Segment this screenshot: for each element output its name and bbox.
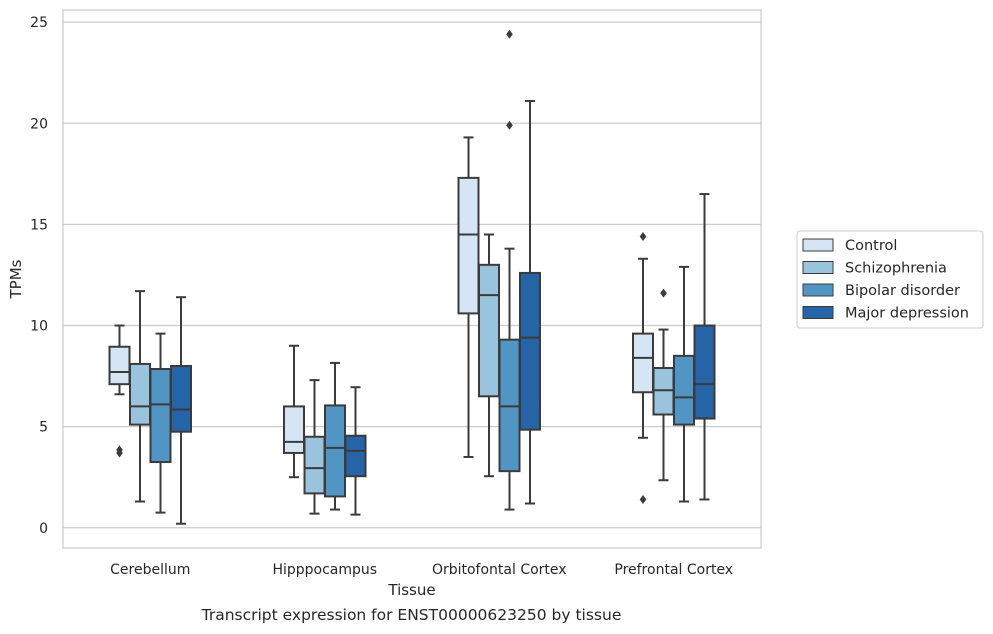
box [170,296,192,525]
box-body [693,324,716,420]
y-tick-label: 15 [30,217,48,233]
box-body [344,434,367,478]
box [498,29,521,511]
legend-entry-label: Control [845,238,897,254]
box [457,136,480,458]
outlier-point [506,120,513,130]
y-tick-label: 20 [30,116,48,132]
y-tick-label: 5 [39,420,48,436]
y-tick-labels: 0 5 10 15 20 25 [30,15,48,537]
y-tick-label: 10 [30,319,48,335]
box [519,100,541,505]
x-tick-label: Orbitofontal Cortex [432,562,567,578]
outlier-point [506,29,513,39]
outlier-point [660,288,667,298]
box-body [457,176,480,315]
box [283,344,305,479]
box [149,332,172,514]
legend-entry-label: Bipolar disorder [845,283,960,299]
plot-area [62,9,762,549]
box [693,193,716,501]
x-tick-labels: Cerebellum Hipppocampus Orbitofontal Corte… [110,562,733,578]
legend-swatch [802,261,834,274]
box [632,232,654,504]
box-body [632,332,654,394]
box-body [303,435,326,495]
x-axis-label: Tissue [387,581,435,599]
box-body [283,405,305,454]
outlier-point [116,445,123,455]
x-tick-label: Cerebellum [110,562,190,578]
box [478,233,500,478]
box-body [519,271,541,431]
box-body [652,366,675,416]
outlier-point [639,232,647,242]
legend-entry-label: Schizophrenia [845,261,947,277]
box-body [498,338,521,473]
box-body [149,368,172,464]
legend-swatch [802,283,834,297]
x-tick-label: Prefrontal Cortex [614,562,733,578]
figure-caption: Transcript expression for ENST0000062325… [201,606,622,624]
boxes [108,29,716,525]
box-body [108,345,131,386]
box-body [129,362,151,426]
y-tick-label: 0 [39,521,48,537]
x-tick-label: Hipppocampus [272,562,377,578]
box-body [673,354,695,426]
y-axis-label: TPMs [7,259,25,299]
legend-frame [796,230,984,329]
legend: Control Schizophrenia Bipolar disorder Majo… [796,230,984,329]
legend-swatch [802,238,834,252]
box-body [324,404,346,498]
box-body [478,263,500,398]
legend-entry-label: Major depression [845,306,969,322]
box [324,361,346,511]
box [108,324,131,458]
box-body [170,364,192,433]
y-tick-label: 25 [30,15,48,31]
box [344,386,367,516]
outlier-point [639,494,647,504]
legend-swatch [802,306,834,319]
box [129,290,151,503]
